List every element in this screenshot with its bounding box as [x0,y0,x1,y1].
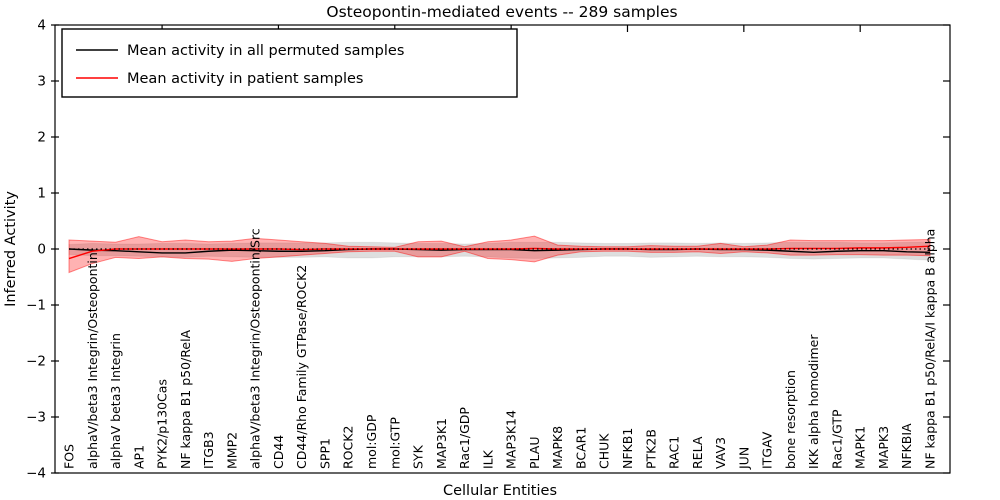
x-tick-label: RAC1 [667,436,682,469]
x-tick-label: bone resorption [783,370,798,469]
x-tick-label: MMP2 [224,432,239,469]
patient-sample-range-band [68,235,931,274]
x-tick-label: Rac1/GTP [829,409,844,469]
band-layer [68,235,931,274]
y-tick-label: 1 [37,186,46,202]
y-tick-label: −2 [26,354,46,370]
x-tick-label: VAV3 [713,437,728,469]
legend-entries: Mean activity in all permuted samples Mea… [76,43,404,87]
x-tick-label: IKK alpha homodimer [806,334,821,469]
x-tick-label: SPP1 [317,438,332,469]
x-tick-label: JUN [736,447,751,470]
x-tick-label: SYK [411,444,426,469]
x-tick-label: CD44/Rho Family GTPase/ROCK2 [294,265,309,469]
x-tick-label: NF kappa B1 p50/RelA [178,329,193,469]
y-tick-label: 0 [37,242,46,258]
x-tick-label: MAPK1 [853,426,868,469]
x-tick-label: ITGAV [760,431,775,469]
x-tick-label: MAPK8 [550,426,565,469]
y-tick-label: −1 [26,298,46,314]
chart-title: Osteopontin-mediated events -- 289 sampl… [326,3,677,21]
y-tick-label: −4 [26,466,46,482]
x-tick-label: AP1 [131,445,146,469]
y-tick-label: −3 [26,410,46,426]
x-tick-label: NFKBIA [899,423,914,469]
x-tick-label: NF kappa B1 p50/RelA/I kappa B alpha [923,229,938,469]
x-tick-label: alphaV beta3 Integrin [108,333,123,469]
legend: Mean activity in all permuted samples Mea… [61,28,518,98]
x-tick-label: MAPK3 [876,426,891,469]
x-tick-label: mol:GDP [364,414,379,469]
x-tick-label: BCAR1 [573,427,588,469]
x-tick-label: Rac1/GDP [457,407,472,469]
x-tick-label: ROCK2 [341,426,356,469]
x-tick-label: PTK2B [643,429,658,469]
x-tick-label: CHUK [597,433,612,469]
permuted-sample-range-band [68,241,931,261]
x-tick-label: ILK [480,449,495,469]
x-tick-label: alphaV/beta3 Integrin/Osteopontin [85,252,100,469]
x-tick-labels: FOS alphaV/beta3 Integrin/Osteopontin alph… [62,228,938,470]
x-tick-label: ITGB3 [201,431,216,469]
y-tick-label: 4 [37,18,46,34]
x-tick-label: CD44 [271,435,286,469]
series-layer [68,245,931,260]
y-tick-label: 3 [37,74,46,90]
legend-box [61,28,518,98]
y-tick-labels: 4 3 2 1 0 −1 −2 −3 −4 [26,18,46,482]
x-tick-label: PLAU [527,437,542,470]
x-axis-label: Cellular Entities [443,483,557,499]
patient-mean-line [68,245,931,260]
legend-entry-label: Mean activity in all permuted samples [127,43,404,59]
legend-entry-label: Mean activity in patient samples [127,71,363,87]
x-tick-label: alphaV/beta3 Integrin/Osteopontin/Src [248,228,263,469]
y-axis-label: Inferred Activity [3,191,19,307]
x-tick-label: MAP3K1 [434,418,449,469]
x-tick-label: FOS [62,444,77,469]
x-tick-label: mol:GTP [387,417,402,469]
y-tick-label: 2 [37,130,46,146]
x-tick-label: NFKB1 [620,428,635,469]
x-tick-label: PYK2/p130Cas [155,379,170,469]
x-tick-label: RELA [690,436,705,469]
x-tick-label: MAP3K14 [504,410,519,469]
